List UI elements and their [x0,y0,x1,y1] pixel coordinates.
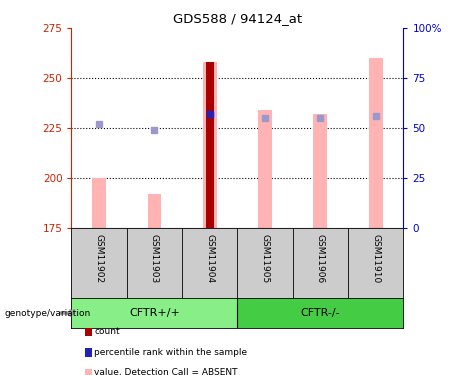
Text: value, Detection Call = ABSENT: value, Detection Call = ABSENT [95,369,238,375]
Bar [258,110,272,228]
Bar [206,62,214,228]
Text: GSM11903: GSM11903 [150,234,159,283]
Bar [92,178,106,228]
Bar [313,114,327,228]
Text: CFTR+/+: CFTR+/+ [129,308,180,318]
Title: GDS588 / 94124_at: GDS588 / 94124_at [173,12,302,26]
Text: GSM11904: GSM11904 [205,234,214,283]
Bar [237,298,403,328]
Bar [71,298,237,328]
Text: GSM11902: GSM11902 [95,234,104,283]
Text: CFTR-/-: CFTR-/- [301,308,340,318]
Text: GSM11910: GSM11910 [371,234,380,283]
Text: genotype/variation: genotype/variation [5,309,91,318]
Bar [148,194,161,228]
Text: percentile rank within the sample: percentile rank within the sample [95,348,248,357]
Text: count: count [95,327,120,336]
Bar [369,58,383,228]
Text: GSM11906: GSM11906 [316,234,325,283]
Bar [203,62,217,228]
Text: GSM11905: GSM11905 [260,234,270,283]
